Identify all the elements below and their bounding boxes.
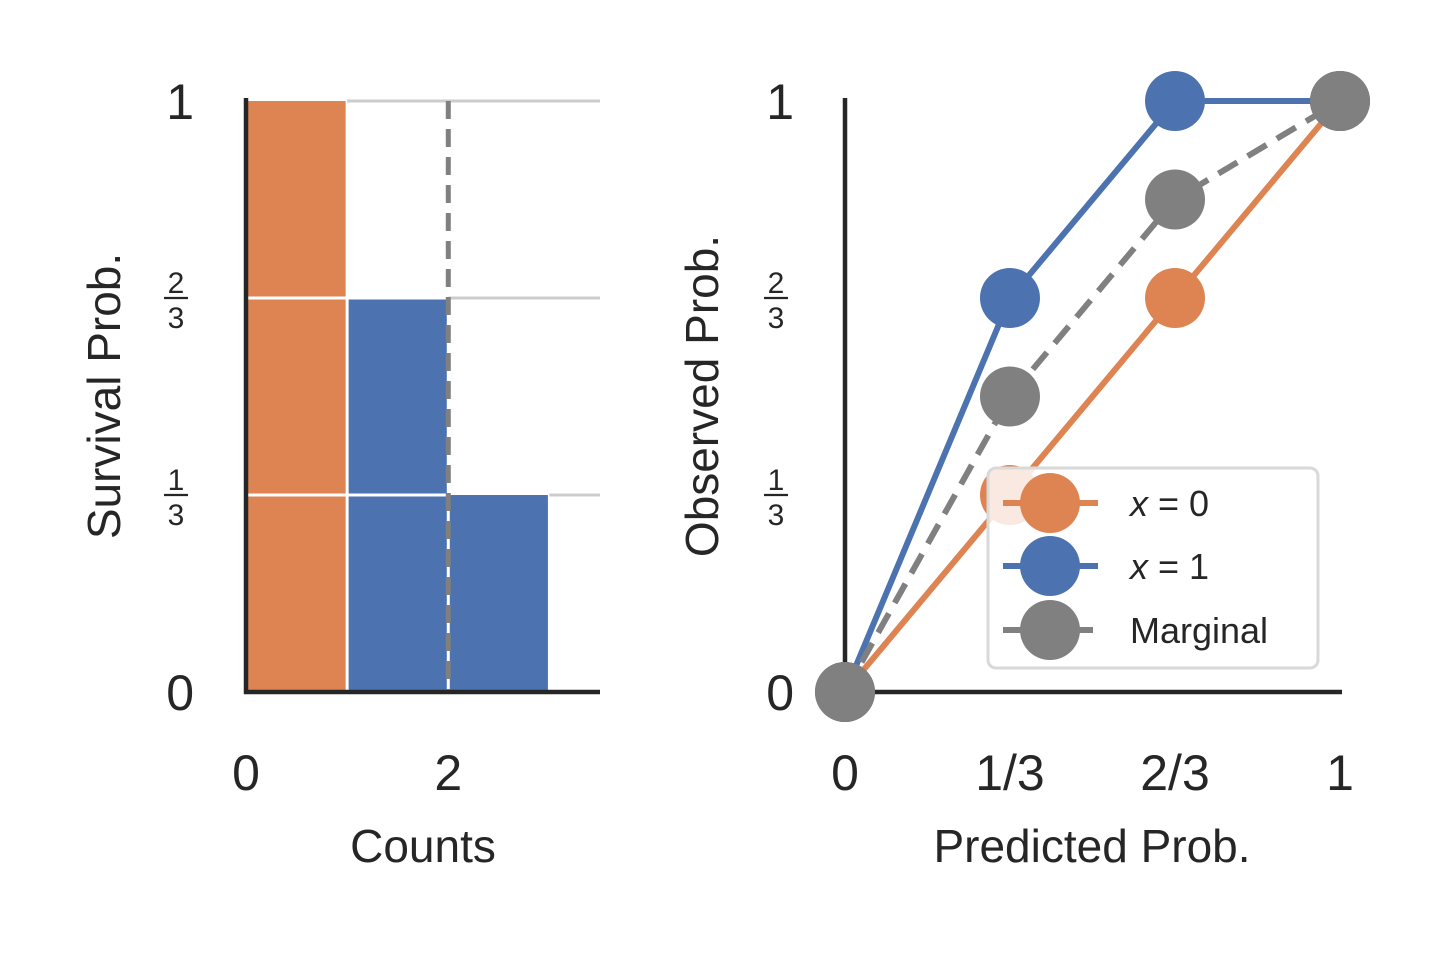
- histogram-bar: [247, 101, 346, 692]
- legend-label-value: = 1: [1148, 546, 1209, 587]
- left-ytick-label: 1: [166, 74, 194, 130]
- legend-marker-marginal: [1020, 600, 1080, 660]
- legend-label-variable: x: [1128, 483, 1150, 524]
- y-axis-label: Survival Prob.: [78, 253, 130, 539]
- right-ytick-label: 1: [766, 74, 794, 130]
- left-ytick-denominator: 3: [168, 499, 185, 532]
- legend-label-marginal: Marginal: [1130, 610, 1268, 651]
- series-point-marginal: [979, 366, 1040, 427]
- x-axis-label: Counts: [350, 820, 496, 872]
- series-point-marginal: [815, 662, 875, 722]
- x-tick-label: 2/3: [1140, 745, 1210, 801]
- left-ytick-denominator: 3: [168, 302, 185, 335]
- right-ytick-label: 0: [766, 665, 794, 721]
- series-point-marginal: [1145, 169, 1206, 230]
- legend-marker-x0: [1020, 473, 1080, 533]
- right-ytick-denominator: 3: [768, 499, 785, 532]
- legend-label-x0: x = 0: [1128, 483, 1209, 524]
- series-line-x0: [842, 99, 1343, 694]
- x-tick-label: 1: [1326, 745, 1354, 801]
- legend-marker-x1: [1020, 536, 1080, 596]
- right-ytick-numerator: 2: [768, 267, 785, 300]
- series-point-x0: [1145, 267, 1206, 328]
- series-point-x1: [1145, 71, 1206, 131]
- left-ytick-label: 0: [166, 665, 194, 721]
- left-ytick-numerator: 1: [168, 464, 185, 497]
- series-line-marginal: [842, 98, 1342, 694]
- left-ytick-numerator: 2: [168, 267, 185, 300]
- right-ytick-denominator: 3: [768, 302, 785, 335]
- x-tick-label: 0: [831, 745, 859, 801]
- x-tick-label: 1/3: [975, 745, 1045, 801]
- x-tick-label: 0: [232, 745, 260, 801]
- x-axis-label: Predicted Prob.: [933, 820, 1250, 872]
- y-axis-label: Observed Prob.: [676, 235, 728, 557]
- series-point-x1: [979, 267, 1040, 328]
- right-ytick-numerator: 1: [768, 464, 785, 497]
- series-line-x1: [842, 98, 1340, 694]
- legend-label-x1: x = 1: [1128, 546, 1209, 587]
- legend-label-variable: x: [1128, 546, 1150, 587]
- histogram-bar: [449, 495, 548, 692]
- legend-label-value: = 0: [1148, 483, 1209, 524]
- series-point-marginal: [1310, 71, 1370, 131]
- x-tick-label: 2: [434, 745, 462, 801]
